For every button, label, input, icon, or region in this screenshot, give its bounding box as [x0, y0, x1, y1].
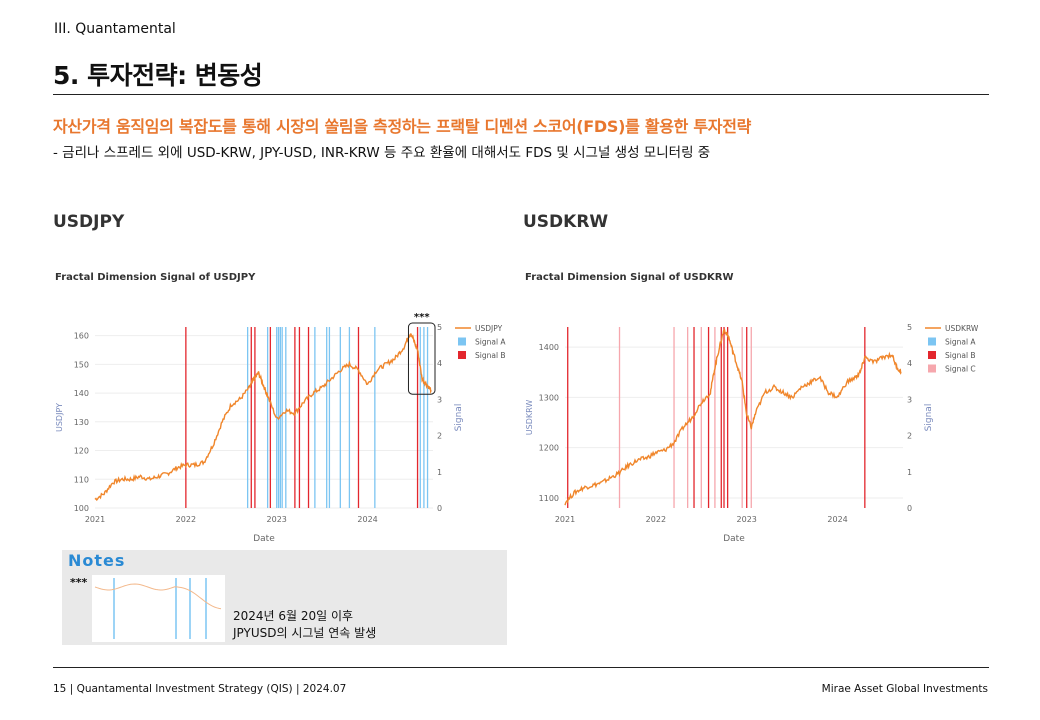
y-tick-label: 110 [74, 475, 89, 484]
x-tick-label: 2024 [827, 515, 847, 524]
legend-label: Signal C [945, 365, 976, 374]
y2-tick-label: 0 [907, 504, 912, 513]
legend-label: Signal A [945, 338, 976, 347]
annotation-box [407, 322, 436, 395]
y2-tick-label: 5 [907, 323, 912, 332]
y-tick-label: 1200 [539, 444, 559, 453]
y-axis-label: USDJPY [55, 403, 64, 432]
y2-tick-label: 5 [437, 323, 442, 332]
footer-divider [53, 667, 989, 668]
legend-label: USDJPY [475, 324, 503, 333]
y-tick-label: 100 [74, 504, 89, 513]
y-tick-label: 160 [74, 332, 89, 341]
y2-tick-label: 1 [437, 468, 442, 477]
x-tick-label: 2021 [555, 515, 575, 524]
y-tick-label: 120 [74, 447, 89, 456]
y2-tick-label: 2 [437, 432, 442, 441]
x-axis-label: Date [723, 534, 745, 544]
usdjpy-chart: 100 110 120 130 140 150 160 0 1 2 3 4 5 2021 2022 2023 2… [55, 312, 506, 544]
y2-tick-label: 3 [437, 395, 442, 404]
legend-swatch [458, 337, 466, 346]
x-axis-label: Date [253, 534, 275, 544]
y2-tick-label: 2 [907, 432, 912, 441]
legend-swatch [928, 351, 936, 359]
x-tick-label: 2023 [737, 515, 757, 524]
legend-swatch [928, 337, 936, 346]
y-axis-label: USDKRW [525, 400, 534, 436]
chart-heading-usdjpy: USDJPY [53, 212, 125, 232]
legend-swatch [928, 364, 936, 373]
notes-thumbnail-chart [92, 575, 225, 642]
title-divider [53, 94, 989, 95]
series-line [564, 328, 902, 506]
annotation-marker: *** [414, 312, 430, 323]
bullet-text: - 금리나 스프레드 외에 USD-KRW, JPY-USD, INR-KRW … [53, 145, 711, 161]
x-tick-label: 2022 [646, 515, 666, 524]
notes-marker: *** [70, 576, 88, 589]
y2-axis-label: Signal [924, 404, 934, 432]
y-tick-label: 1400 [539, 343, 559, 352]
x-tick-label: 2021 [85, 515, 105, 524]
legend-swatch [458, 351, 466, 359]
page-title: 5. 투자전략: 변동성 [53, 61, 263, 90]
legend-label: Signal B [475, 351, 506, 360]
y-tick-label: 1300 [539, 393, 559, 402]
chart-heading-usdkrw: USDKRW [523, 212, 609, 232]
y2-tick-label: 1 [907, 468, 912, 477]
legend-label: Signal B [945, 351, 976, 360]
y2-tick-label: 3 [907, 395, 912, 404]
y-tick-label: 1100 [539, 494, 559, 503]
notes-line-2: JPYUSD의 시그널 연속 발생 [233, 626, 377, 640]
y-tick-label: 130 [74, 418, 89, 427]
y2-tick-label: 4 [907, 359, 912, 368]
thumb-series-line [94, 583, 222, 610]
y2-tick-label: 0 [437, 504, 442, 513]
legend-label: Signal A [475, 338, 506, 347]
footer-page-info: 15 | Quantamental Investment Strategy (Q… [53, 683, 347, 695]
x-tick-label: 2022 [176, 515, 196, 524]
chart-title-usdkrw: Fractal Dimension Signal of USDKRW [525, 272, 734, 283]
y2-axis-label: Signal [454, 404, 464, 432]
page-subtitle: 자산가격 움직임의 복잡도를 통해 시장의 쏠림을 측정하는 프랙탈 디멘션 스… [53, 117, 752, 136]
chart-title-usdjpy: Fractal Dimension Signal of USDJPY [55, 272, 256, 283]
x-tick-label: 2023 [267, 515, 287, 524]
x-tick-label: 2024 [357, 515, 377, 524]
usdkrw-chart: 1100 1200 1300 1400 0 1 2 3 4 5 2021 2022 2023 2024 Da… [525, 323, 979, 544]
notes-title: Notes [68, 551, 126, 570]
section-label: III. Quantamental [54, 21, 176, 37]
notes-line-1: 2024년 6월 20일 이후 [233, 609, 354, 623]
legend-label: USDKRW [945, 324, 979, 333]
footer-company: Mirae Asset Global Investments [821, 683, 988, 695]
y-tick-label: 150 [74, 360, 89, 369]
series-line [94, 332, 432, 502]
y-tick-label: 140 [74, 389, 89, 398]
y2-tick-label: 4 [437, 359, 442, 368]
